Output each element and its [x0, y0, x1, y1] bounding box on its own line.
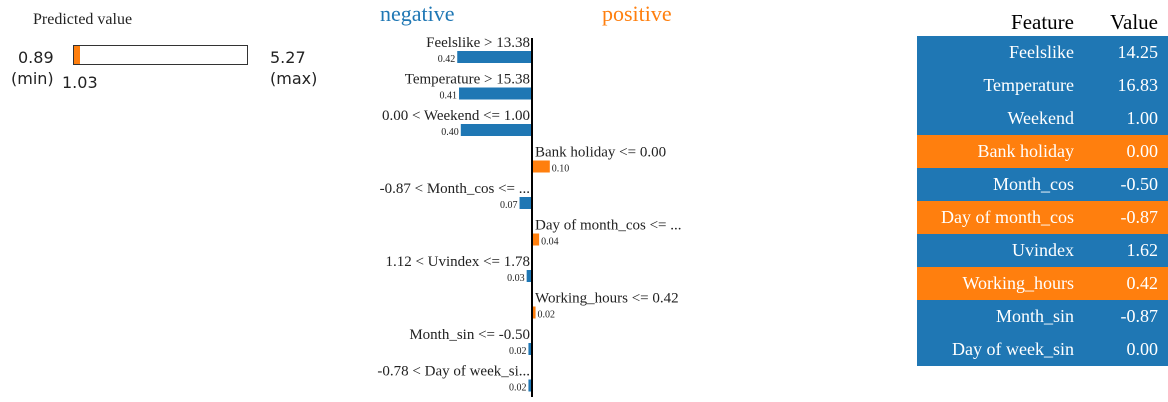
contribution-bar	[519, 197, 532, 209]
feature-value-cell: 1.62	[1126, 240, 1159, 260]
feature-column-header: Feature	[917, 8, 1083, 36]
contribution-value-label: 0.42	[438, 54, 456, 65]
contribution-value-label: 0.02	[509, 383, 527, 394]
table-row: Working_hours 0.42	[917, 267, 1168, 300]
table-row: Day of month_cos -0.87	[917, 201, 1168, 234]
contribution-bar	[532, 306, 536, 319]
table-row: Month_sin -0.87	[917, 300, 1168, 333]
predicted-value-title: Predicted value	[33, 11, 133, 28]
negative-heading: negative	[380, 1, 455, 26]
feature-name-cell: Working_hours	[962, 273, 1074, 293]
contribution-bar	[528, 379, 532, 392]
feature-name-cell: Day of week_sin	[952, 339, 1074, 359]
feature-value-cell: 16.83	[1117, 75, 1159, 95]
feature-value-cell: 1.00	[1126, 108, 1159, 128]
feature-value-table: Feature Value Feelslike 14.25 Temperature 1…	[917, 8, 1168, 366]
table-row: Day of week_sin 0.00	[917, 333, 1168, 366]
feature-condition-label: Day of month_cos <= ...	[535, 218, 681, 234]
value-column-header: Value	[1083, 8, 1168, 36]
predicted-max-value: 5.27	[270, 48, 306, 67]
contribution-value-label: 0.07	[500, 200, 518, 211]
feature-condition-label: Month_sin <= -0.50	[409, 327, 530, 343]
contribution-bar	[460, 124, 532, 136]
feature-condition-label: Temperature > 15.38	[405, 72, 530, 88]
feature-condition-label: -0.87 < Month_cos <= ...	[380, 181, 530, 197]
contribution-bar	[532, 233, 540, 246]
feature-name-cell: Month_sin	[995, 306, 1074, 326]
contribution-bar	[532, 160, 550, 173]
feature-value-cell: 0.00	[1126, 141, 1159, 161]
contribution-bar	[526, 270, 532, 282]
contribution-value-label: 0.10	[552, 164, 570, 175]
feature-name-cell: Bank holiday	[977, 141, 1075, 161]
predicted-value-bar	[73, 45, 248, 65]
table-row: Uvindex 1.62	[917, 234, 1168, 267]
feature-value-cell: -0.87	[1120, 207, 1159, 227]
feature-name-cell: Uvindex	[1012, 240, 1074, 260]
contribution-value-label: 0.02	[509, 346, 527, 357]
predicted-value-fill	[74, 46, 80, 64]
predicted-min-label: (min)	[11, 69, 54, 88]
feature-condition-label: -0.78 < Day of week_si...	[377, 364, 530, 380]
contribution-value-label: 0.03	[507, 273, 525, 284]
feature-value-cell: -0.50	[1120, 174, 1159, 194]
feature-name-cell: Weekend	[1007, 108, 1074, 128]
feature-condition-label: 0.00 < Weekend <= 1.00	[382, 108, 530, 124]
table-row: Feelslike 14.25	[917, 36, 1168, 69]
feature-value-cell: 14.25	[1117, 42, 1159, 62]
feature-value-cell: 0.00	[1126, 339, 1159, 359]
feature-condition-label: 1.12 < Uvindex <= 1.78	[385, 254, 530, 270]
feature-name-cell: Day of month_cos	[941, 207, 1074, 227]
contribution-value-label: 0.02	[538, 310, 556, 321]
contribution-chart: Feelslike > 13.38 0.42 Temperature > 15.38…	[377, 35, 681, 397]
contribution-bar	[459, 87, 532, 100]
predicted-actual-value: 1.03	[62, 73, 98, 92]
table-row: Weekend 1.00	[917, 102, 1168, 135]
contribution-value-label: 0.04	[541, 237, 559, 248]
feature-condition-label: Feelslike > 13.38	[426, 35, 530, 51]
contribution-value-label: 0.40	[441, 127, 459, 138]
contribution-bar	[457, 51, 532, 63]
feature-name-cell: Temperature	[983, 75, 1074, 95]
table-header-row: Feature Value	[917, 8, 1168, 36]
feature-name-cell: Feelslike	[1009, 42, 1074, 62]
feature-condition-label: Working_hours <= 0.42	[535, 291, 679, 307]
positive-heading: positive	[602, 1, 672, 26]
table-row: Bank holiday 0.00	[917, 135, 1168, 168]
feature-value-cell: -0.87	[1120, 306, 1159, 326]
predicted-max-label: (max)	[270, 69, 318, 88]
table-row: Month_cos -0.50	[917, 168, 1168, 201]
contribution-value-label: 0.41	[440, 91, 458, 102]
feature-name-cell: Month_cos	[993, 174, 1074, 194]
predicted-min-value: 0.89	[18, 48, 54, 67]
feature-value-cell: 0.42	[1126, 273, 1159, 293]
contribution-bar	[528, 343, 532, 355]
table-row: Temperature 16.83	[917, 69, 1168, 102]
feature-condition-label: Bank holiday <= 0.00	[535, 145, 666, 161]
